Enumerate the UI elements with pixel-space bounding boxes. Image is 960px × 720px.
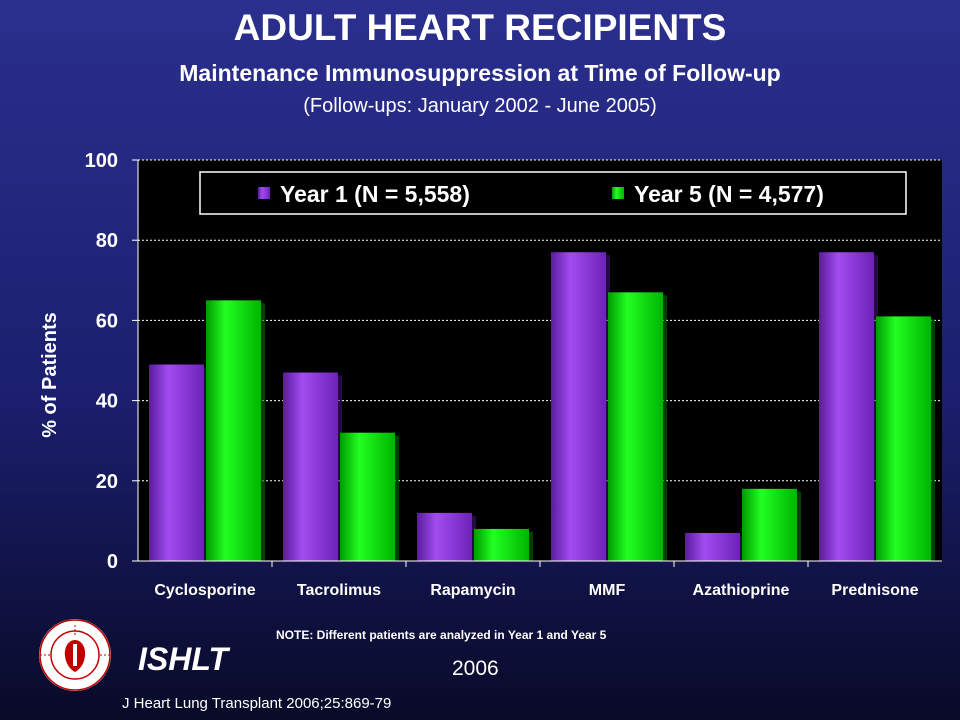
bar-year1-mmf: [551, 252, 606, 562]
y-tick-label: 80: [96, 230, 118, 252]
y-tick-label: 0: [107, 551, 118, 573]
x-tick-label: Cyclosporine: [154, 582, 255, 599]
legend-label-year1: Year 1 (N = 5,558): [280, 181, 470, 207]
slide-subtitle: Maintenance Immunosuppression at Time of…: [179, 60, 781, 86]
y-axis-title: % of Patients: [39, 312, 61, 438]
bar-year5-mmf: [608, 292, 663, 561]
analysis-note: NOTE: Different patients are analyzed in…: [276, 628, 607, 642]
legend-box: [199, 171, 907, 215]
plot-area: [138, 160, 942, 561]
legend-swatch-year1: [258, 187, 270, 199]
y-tick-label: 20: [96, 471, 118, 493]
bar-year5-azathioprine: [742, 488, 797, 561]
legend-label-year5: Year 5 (N = 4,577): [634, 181, 824, 207]
bar-year1-tacrolimus: [283, 372, 338, 561]
slide-title: ADULT HEART RECIPIENTS: [233, 7, 727, 48]
bar-year5-prednisone: [876, 316, 931, 561]
bar-year1-cyclosporine: [149, 364, 204, 561]
bar-year5-tacrolimus: [340, 432, 395, 561]
bar-year1-prednisone: [819, 252, 874, 562]
x-tick-label: Tacrolimus: [297, 582, 381, 599]
y-tick-label: 40: [96, 391, 118, 413]
x-tick-label: Prednisone: [831, 582, 918, 599]
bar-year5-cyclosporine: [206, 300, 261, 561]
y-tick-label: 60: [96, 310, 118, 332]
bar-year5-rapamycin: [474, 528, 529, 561]
bar-year1-azathioprine: [685, 532, 740, 561]
x-tick-label: MMF: [589, 582, 626, 599]
journal-citation: J Heart Lung Transplant 2006;25:869-79: [122, 695, 392, 712]
follow-up-period: (Follow-ups: January 2002 - June 2005): [303, 95, 657, 117]
report-year: 2006: [452, 657, 499, 680]
x-tick-label: Rapamycin: [430, 582, 515, 599]
ishlt-society-seal-icon: [38, 618, 112, 692]
organization-name: ISHLT: [138, 641, 229, 677]
x-tick-label: Azathioprine: [693, 582, 790, 599]
legend-swatch-year5: [612, 187, 624, 199]
bar-year1-rapamycin: [417, 512, 472, 561]
y-tick-label: 100: [85, 150, 118, 172]
